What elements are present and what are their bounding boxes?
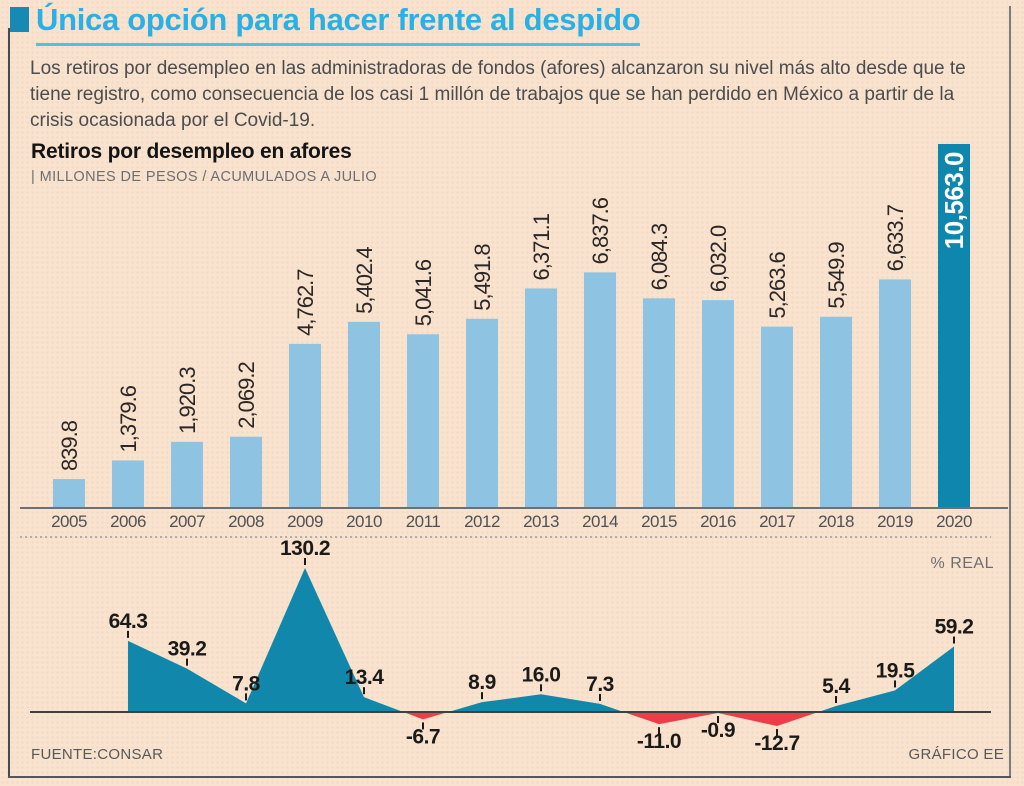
area-value-label-2018: 5.4: [822, 675, 851, 698]
year-label-2008: 2008: [228, 512, 264, 531]
year-label-2007: 2007: [169, 512, 205, 531]
year-label-2020: 2020: [936, 512, 972, 531]
bar-2013: [525, 288, 557, 508]
area-value-label-2008: 7.8: [232, 672, 261, 695]
area-value-label-2016: -0.9: [701, 719, 735, 742]
title-marker: [10, 7, 29, 32]
area-value-label-2006: 64.3: [109, 610, 148, 633]
bar-2014: [584, 272, 616, 508]
year-label-2018: 2018: [818, 512, 854, 531]
percent-real-label: % REAL: [930, 555, 994, 572]
bar-2020: [938, 144, 970, 508]
bar-2018: [820, 316, 852, 508]
area-value-label-2013: 16.0: [522, 663, 561, 686]
area-value-label-2012: 8.9: [468, 671, 496, 694]
bar-2006: [112, 460, 144, 508]
year-label-2005: 2005: [51, 512, 87, 531]
source-label: FUENTE:CONSAR: [31, 746, 164, 763]
bar-value-label-2008: 2,069.2: [234, 362, 259, 429]
bar-value-label-2007: 1,920.3: [175, 367, 200, 434]
area-value-label-2019: 19.5: [876, 659, 916, 682]
bar-2012: [466, 318, 498, 508]
page-title: Única opción para hacer frente al despid…: [36, 2, 641, 46]
year-label-2014: 2014: [582, 512, 618, 531]
year-label-2019: 2019: [877, 512, 913, 531]
year-label-2012: 2012: [464, 512, 500, 531]
bar-value-label-2018: 5,549.9: [824, 242, 849, 309]
bar-value-label-2020: 10,563.0: [939, 152, 969, 249]
year-label-2013: 2013: [523, 512, 559, 531]
area-value-label-2015: -11.0: [637, 730, 681, 753]
bar-value-label-2019: 6,633.7: [883, 204, 908, 271]
chart-title: Retiros por desempleo en afores: [31, 140, 352, 163]
area-value-label-2009: 130.2: [280, 537, 330, 560]
bar-value-label-2006: 1,379.6: [116, 385, 141, 452]
bar-value-label-2013: 6,371.1: [529, 213, 554, 280]
bar-2009: [289, 343, 321, 508]
area-value-label-2007: 39.2: [168, 638, 207, 661]
bar-value-label-2015: 6,084.3: [647, 223, 672, 290]
area-value-label-2020: 59.2: [935, 616, 974, 639]
bar-value-label-2009: 4,762.7: [293, 269, 318, 336]
bar-value-label-2017: 5,263.6: [765, 251, 790, 318]
year-label-2009: 2009: [287, 512, 323, 531]
bar-2011: [407, 334, 439, 508]
year-label-2017: 2017: [759, 512, 795, 531]
bar-2010: [348, 321, 380, 508]
bar-2007: [171, 441, 203, 508]
bar-2005: [53, 479, 85, 508]
bar-2017: [761, 326, 793, 508]
bar-value-label-2010: 5,402.4: [352, 247, 377, 314]
bar-2019: [879, 279, 911, 508]
intro-text: Los retiros por desempleo en las adminis…: [30, 58, 966, 131]
area-negative: [128, 712, 954, 727]
bar-2008: [230, 436, 262, 508]
bar-value-label-2016: 6,032.0: [706, 225, 731, 292]
bar-2016: [702, 300, 734, 508]
area-value-label-2017: -12.7: [754, 732, 799, 755]
chart-units-label: | MILLONES DE PESOS / ACUMULADOS A JULIO: [31, 169, 378, 185]
year-label-2006: 2006: [110, 512, 146, 531]
frame-right-border: [1009, 6, 1011, 777]
frame-left-border: [8, 28, 10, 777]
bar-value-label-2011: 5,041.6: [411, 259, 436, 326]
credit-label: GRÁFICO EE: [908, 746, 1004, 763]
area-positive: [128, 568, 954, 712]
bar-value-label-2005: 839.8: [57, 420, 82, 471]
area-value-label-2011: -6.7: [406, 725, 440, 748]
year-label-2011: 2011: [406, 512, 441, 531]
frame-bottom-border: [8, 776, 1011, 778]
area-value-label-2010: 13.4: [345, 666, 385, 689]
year-label-2016: 2016: [700, 512, 736, 531]
bar-2015: [643, 298, 675, 508]
bar-value-label-2012: 5,491.8: [470, 244, 495, 311]
year-label-2015: 2015: [641, 512, 677, 531]
area-value-label-2014: 7.3: [586, 673, 614, 696]
bar-value-label-2014: 6,837.6: [588, 197, 613, 264]
year-label-2010: 2010: [346, 512, 382, 531]
